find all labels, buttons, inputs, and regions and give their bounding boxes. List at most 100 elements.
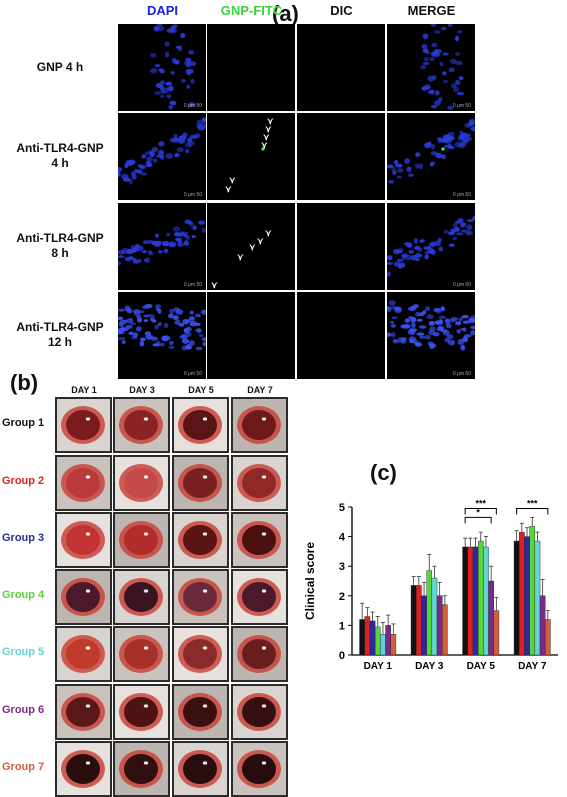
chart-bar (534, 540, 541, 656)
nucleus-dot (399, 262, 406, 268)
eye-highlight (261, 646, 267, 650)
nucleus-dot (432, 75, 437, 80)
micrograph-cell: ⋎ ⋎ ⋎ ⋎ ⋎ (207, 203, 295, 290)
nucleus-dot (430, 104, 438, 109)
nucleus-dot (147, 250, 153, 255)
eyeball (66, 468, 100, 498)
eyeball (242, 639, 276, 669)
arrowhead-marker: ⋎ (211, 280, 218, 290)
nucleus-dot (423, 246, 431, 250)
nucleus-dot (144, 257, 151, 264)
row-label-line2: 12 h (47, 335, 72, 349)
row-label: Anti-TLR4-GNP 8 h (4, 231, 116, 261)
nucleus-dot (169, 100, 177, 106)
nucleus-dot (135, 326, 142, 332)
eye-image (237, 693, 281, 731)
nucleus-dot (185, 57, 192, 63)
chart-bar (488, 580, 494, 656)
chart-bar (359, 619, 365, 656)
arrowhead-marker: ⋎ (257, 236, 264, 246)
eye-image (178, 464, 222, 502)
nucleus-dot (427, 341, 434, 346)
nucleus-dot (439, 61, 444, 67)
nucleus-dot (458, 76, 464, 81)
nucleus-dot (456, 329, 461, 334)
eye-highlight (85, 646, 91, 650)
chart-bar (380, 634, 386, 656)
nucleus-dot (154, 324, 159, 330)
nucleus-dot (460, 229, 467, 233)
nucleus-dot (145, 160, 151, 167)
micrograph-image (118, 303, 206, 351)
nucleus-dot (118, 337, 126, 341)
nucleus-dot (397, 258, 404, 262)
nucleus-dot (472, 216, 475, 221)
eye-highlight (261, 532, 267, 536)
nucleus-dot (450, 58, 457, 64)
group-row-label: Group 2 (2, 475, 45, 487)
nucleus-dot (466, 224, 473, 230)
nucleus-dot (124, 256, 132, 262)
chart-bar (374, 626, 381, 656)
nucleus-dot (408, 315, 413, 320)
nucleus-dot (413, 238, 418, 244)
significance-label: *** (527, 498, 538, 508)
nucleus-dot (405, 243, 413, 248)
nucleus-dot (434, 30, 441, 34)
arrowhead-marker: ⋎ (229, 175, 236, 185)
micrograph-cell: 0 μm 50 (118, 203, 206, 290)
column-header-gnp-fitc: GNP-FITC (220, 3, 283, 18)
eye-image (237, 750, 281, 788)
eyeball (66, 639, 100, 669)
nucleus-dot (157, 322, 162, 326)
scale-bar-label: 0 μm 50 (183, 192, 202, 198)
group-row-label: Group 7 (2, 761, 45, 773)
nucleus-dot (390, 332, 396, 338)
nucleus-dot (427, 90, 435, 94)
nucleus-dot (447, 131, 455, 137)
nucleus-dot (438, 246, 444, 252)
nucleus-dot (394, 164, 400, 168)
nucleus-dot (161, 335, 168, 342)
nucleus-dot (177, 239, 183, 246)
nucleus-dot (168, 340, 174, 345)
eyeball (183, 525, 217, 555)
eye-photo (231, 512, 288, 568)
nucleus-dot (429, 57, 435, 61)
nucleus-dot (166, 94, 172, 99)
y-tick-label: 2 (339, 591, 345, 603)
eye-highlight (85, 761, 91, 765)
nucleus-dot (154, 91, 162, 95)
row-label: Anti-TLR4-GNP 4 h (4, 141, 116, 171)
eye-highlight (261, 417, 267, 421)
nucleus-dot (144, 151, 152, 155)
nucleus-dot (201, 227, 206, 233)
eyeball (242, 410, 276, 440)
nucleus-dot (387, 271, 391, 277)
eye-photo (55, 741, 112, 797)
nucleus-dot (119, 319, 127, 325)
nucleus-dot (435, 152, 443, 159)
micrograph-image (207, 24, 295, 111)
nucleus-dot (156, 240, 163, 244)
nucleus-dot (190, 78, 195, 84)
nucleus-dot (389, 320, 395, 325)
nucleus-dot (154, 64, 161, 68)
x-tick-label: DAY 7 (518, 661, 547, 672)
nucleus-dot (173, 307, 181, 312)
eye-highlight (202, 417, 208, 421)
nucleus-dot (391, 305, 399, 310)
arrowhead-marker: ⋎ (265, 228, 272, 238)
nucleus-dot (144, 303, 153, 309)
nucleus-dot (456, 91, 465, 96)
nucleus-dot (183, 328, 189, 333)
nucleus-dot (166, 232, 171, 237)
eye-image (61, 406, 105, 444)
micrograph-cell: 0 μm 50 (387, 24, 475, 111)
nucleus-dot (155, 304, 162, 309)
nucleus-dot (431, 42, 438, 48)
nucleus-dot (139, 337, 146, 342)
eye-photo (113, 626, 170, 682)
nucleus-dot (175, 45, 182, 49)
micrograph-image (297, 203, 385, 290)
